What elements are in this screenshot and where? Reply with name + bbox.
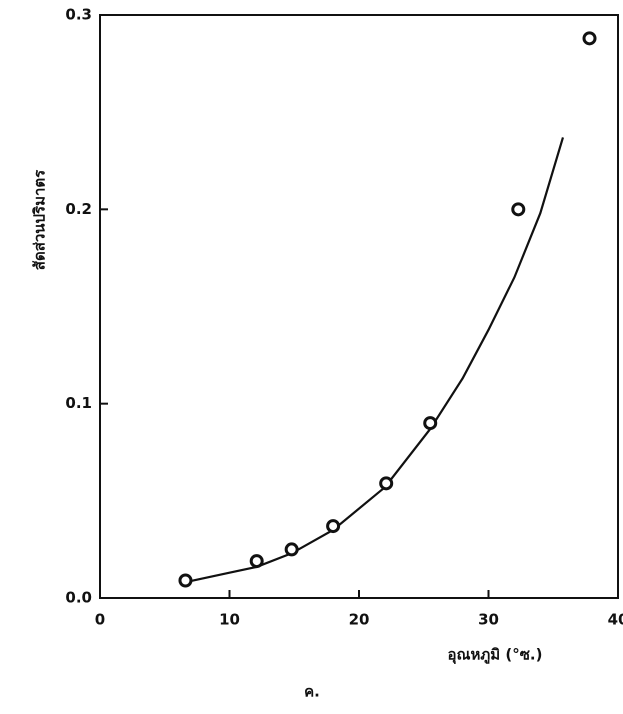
y-tick-label: 0.2 (65, 200, 92, 218)
fit-curve (184, 137, 563, 582)
y-tick-label: 0.0 (65, 589, 92, 607)
data-point (381, 478, 392, 489)
x-axis-title: อุณหภูมิ (°ซ.) (448, 646, 543, 665)
x-tick-label: 20 (349, 611, 370, 629)
data-point (584, 33, 595, 44)
chart: สัดส่วนปริมาตร อุณหภูมิ (°ซ.) ค. 0 10 20 30… (0, 0, 623, 714)
y-tick-label: 0.3 (65, 6, 92, 24)
data-point (425, 418, 436, 429)
data-point (180, 575, 191, 586)
caption: ค. (304, 683, 320, 701)
y-tick-label: 0.1 (65, 394, 92, 412)
x-tick-label: 40 (608, 611, 623, 629)
x-tick-label: 0 (95, 611, 105, 629)
x-tick-label: 10 (219, 611, 240, 629)
y-axis-title: สัดส่วนปริมาตร (31, 169, 49, 270)
data-point (251, 556, 262, 567)
data-point (328, 521, 339, 532)
data-point (286, 544, 297, 555)
plot-frame (100, 15, 618, 598)
data-point (513, 204, 524, 215)
x-tick-label: 30 (478, 611, 499, 629)
